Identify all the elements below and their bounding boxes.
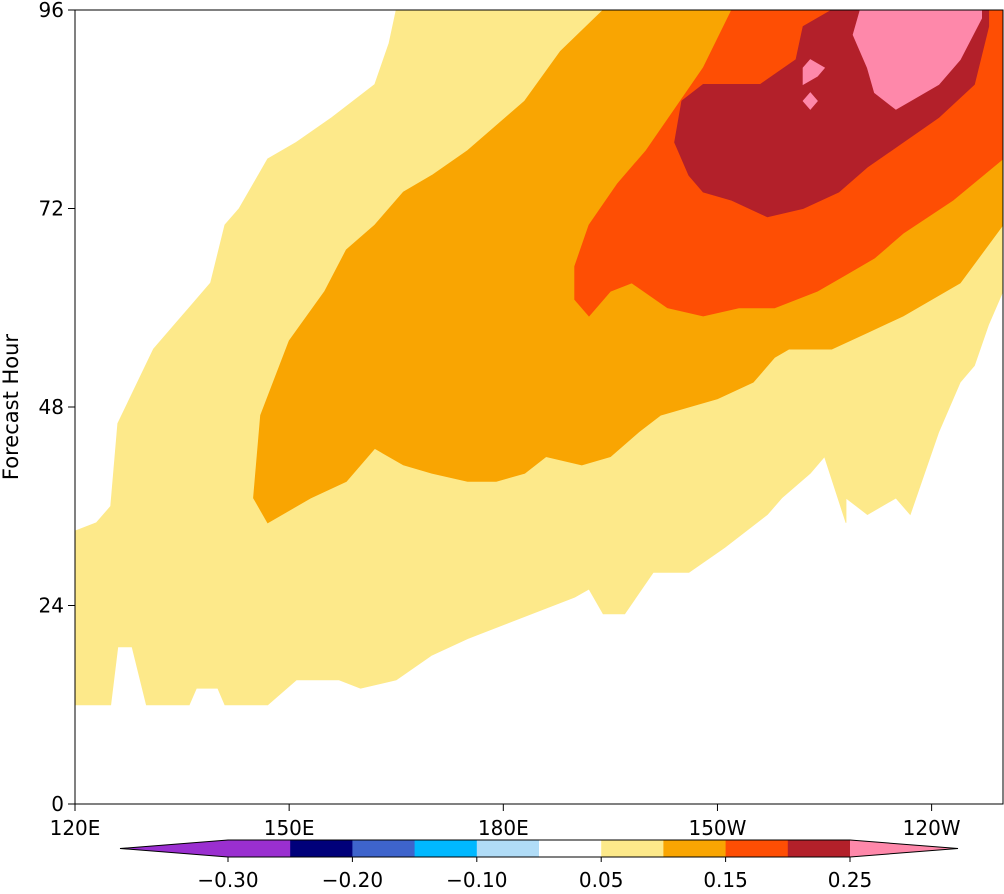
x-tick-label: 120W [903, 816, 961, 840]
y-tick-label: 24 [39, 594, 64, 618]
colorbar-segment [663, 840, 727, 857]
y-axis: 0 24 48 72 96 [39, 0, 75, 816]
colorbar-extend-min [120, 840, 228, 857]
x-tick-label: 150W [688, 816, 746, 840]
colorbar-tick-label: −0.30 [197, 868, 258, 892]
colorbar-segment [539, 840, 602, 857]
contour-fill-layer [75, 10, 1003, 706]
colorbar-segment [290, 840, 353, 857]
colorbar-segment [601, 840, 664, 857]
plot-area [74, 9, 1004, 805]
colorbar-tick-label: −0.20 [322, 868, 383, 892]
x-tick-label: 180E [478, 816, 529, 840]
contour-region-6 [802, 92, 818, 110]
contour-region-5 [802, 59, 826, 86]
colorbar-tick-label: −0.10 [446, 868, 507, 892]
colorbar-segment [414, 840, 478, 857]
x-tick-label: 150E [264, 816, 315, 840]
y-tick-label: 48 [39, 395, 64, 419]
colorbar-tick-label: 0.25 [828, 868, 873, 892]
colorbar-segment [476, 840, 540, 857]
colorbar-tick-label: 0.05 [579, 868, 624, 892]
colorbar-segment [228, 840, 291, 857]
x-tick-label: 120E [50, 816, 101, 840]
colorbar-tick-label: 0.15 [703, 868, 748, 892]
colorbar-segment [787, 840, 851, 857]
colorbar-segment [352, 840, 416, 857]
y-tick-label: 96 [39, 0, 64, 22]
colorbar-extend-max [850, 840, 958, 857]
y-axis-title: Forecast Hour [0, 334, 23, 480]
contour-region-4 [852, 10, 982, 110]
colorbar: −0.30 −0.20 −0.10 0.05 0.15 0.25 [119, 839, 959, 892]
y-tick-label: 0 [51, 792, 64, 816]
colorbar-segment [725, 840, 789, 857]
x-axis: 120E 150E 180E 150W 120W [50, 804, 961, 840]
y-tick-label: 72 [39, 197, 64, 221]
